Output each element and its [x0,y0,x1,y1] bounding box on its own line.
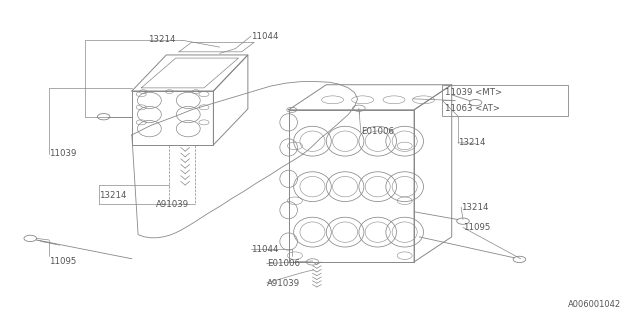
Text: E01006: E01006 [267,259,300,268]
Text: 13214: 13214 [99,191,127,200]
Text: 11044: 11044 [251,32,278,41]
Text: 13214: 13214 [458,138,486,147]
Text: 11063 <AT>: 11063 <AT> [445,104,500,113]
Text: A91039: A91039 [156,200,189,209]
Text: 11044: 11044 [251,245,278,254]
Text: 11095: 11095 [49,257,76,267]
Text: E01006: E01006 [361,127,394,136]
Bar [442,85,568,116]
Text: A91039: A91039 [267,279,300,288]
Text: 11095: 11095 [463,223,490,232]
Text: A006001042: A006001042 [568,300,621,309]
Text: 13214: 13214 [461,203,488,212]
Text: 11039: 11039 [49,149,76,158]
Text: 13214: 13214 [148,35,175,44]
Text: 11039 <MT>: 11039 <MT> [445,88,502,97]
